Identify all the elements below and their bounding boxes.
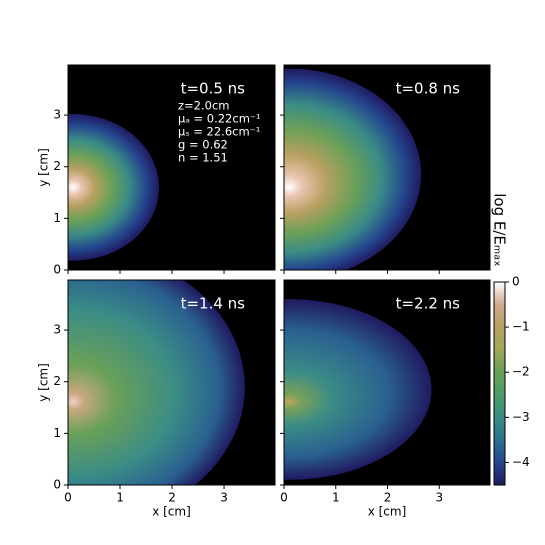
annotation: t=0.8 ns (396, 80, 461, 98)
y-axis-label: y [cm] (37, 363, 51, 402)
parameter: g = 0.62 (178, 138, 228, 152)
x-tick-label: 1 (116, 491, 124, 505)
y-tick-label: 3 (53, 323, 61, 337)
parameter: μₛ = 22.6cm⁻¹ (178, 125, 260, 139)
x-tick-label: 1 (332, 491, 340, 505)
x-tick-label: 3 (220, 491, 228, 505)
colorbar-tick-label: −1 (512, 320, 530, 334)
annotation: t=0.5 ns (181, 80, 246, 98)
annotation: t=2.2 ns (396, 295, 461, 313)
panel-frame (283, 279, 491, 486)
x-tick-label: 0 (280, 491, 288, 505)
y-tick-label: 0 (53, 478, 61, 492)
y-axis-label: y [cm] (37, 148, 51, 187)
x-tick-label: 2 (168, 491, 176, 505)
heatmap-field (284, 299, 432, 480)
panel-frame (67, 64, 276, 271)
annotation: t=1.4 ns (181, 295, 246, 313)
y-tick-label: 0 (53, 263, 61, 277)
x-tick-label: 3 (435, 491, 443, 505)
heatmap-field (68, 280, 245, 485)
panel-frame (67, 279, 276, 486)
y-tick-label: 2 (53, 374, 61, 388)
y-tick-label: 1 (53, 211, 61, 225)
x-tick-label: 2 (384, 491, 392, 505)
heatmap-field (284, 68, 422, 270)
colorbar-tick-label: −2 (512, 365, 530, 379)
y-tick-label: 1 (53, 426, 61, 440)
parameter: n = 1.51 (178, 151, 228, 165)
x-axis-label: x [cm] (152, 505, 191, 519)
colorbar-tick-label: −4 (512, 455, 530, 469)
heatmap-field (68, 114, 159, 261)
parameter: z=2.0cm (178, 99, 230, 113)
colorbar-tick-label: −3 (512, 410, 530, 424)
colorbar-label: log E/Eₘₐₓ (491, 193, 509, 267)
parameter: μₐ = 0.22cm⁻¹ (178, 112, 261, 126)
colorbar-tick-label: 0 (512, 275, 520, 289)
x-tick-label: 0 (64, 491, 72, 505)
colorbar (493, 281, 506, 486)
panel-frame (283, 64, 491, 271)
y-tick-label: 3 (53, 108, 61, 122)
x-axis-label: x [cm] (368, 505, 407, 519)
y-tick-label: 2 (53, 159, 61, 173)
